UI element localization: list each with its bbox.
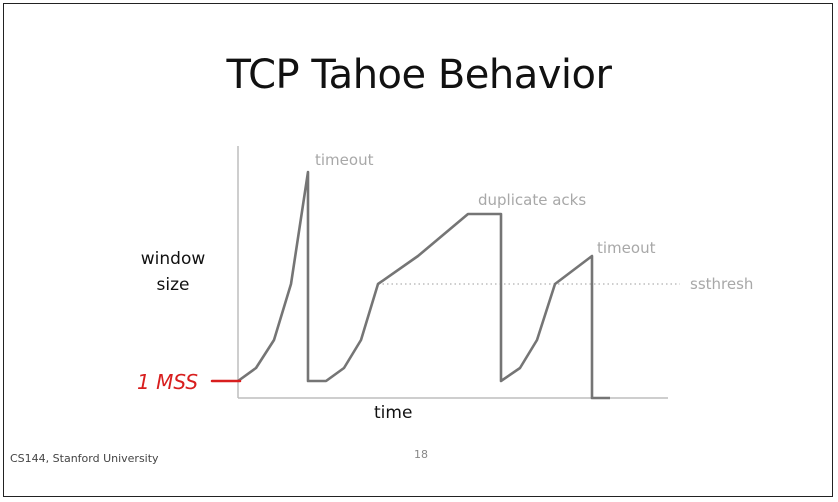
slide-title: TCP Tahoe Behavior — [226, 52, 612, 98]
window-size-curve — [237, 170, 610, 400]
ssthresh-annotation: ssthresh — [690, 275, 753, 293]
handwritten-mss-text: 1 MSS — [137, 370, 198, 394]
y-axis-label: window size — [118, 246, 228, 298]
y-axis-label-line2: size — [156, 275, 190, 295]
x-axis-label: time — [374, 403, 413, 423]
duplicate-acks-annotation: duplicate acks — [478, 191, 586, 209]
y-axis-label-line1: window — [140, 249, 206, 269]
timeout-annotation-2: timeout — [597, 239, 656, 257]
page-number: 18 — [414, 448, 428, 461]
handwritten-mss-mark: 1 MSS — [137, 370, 242, 394]
slide-frame — [3, 3, 833, 497]
footer-course-label: CS144, Stanford University — [10, 452, 159, 465]
timeout-annotation-1: timeout — [315, 151, 374, 169]
